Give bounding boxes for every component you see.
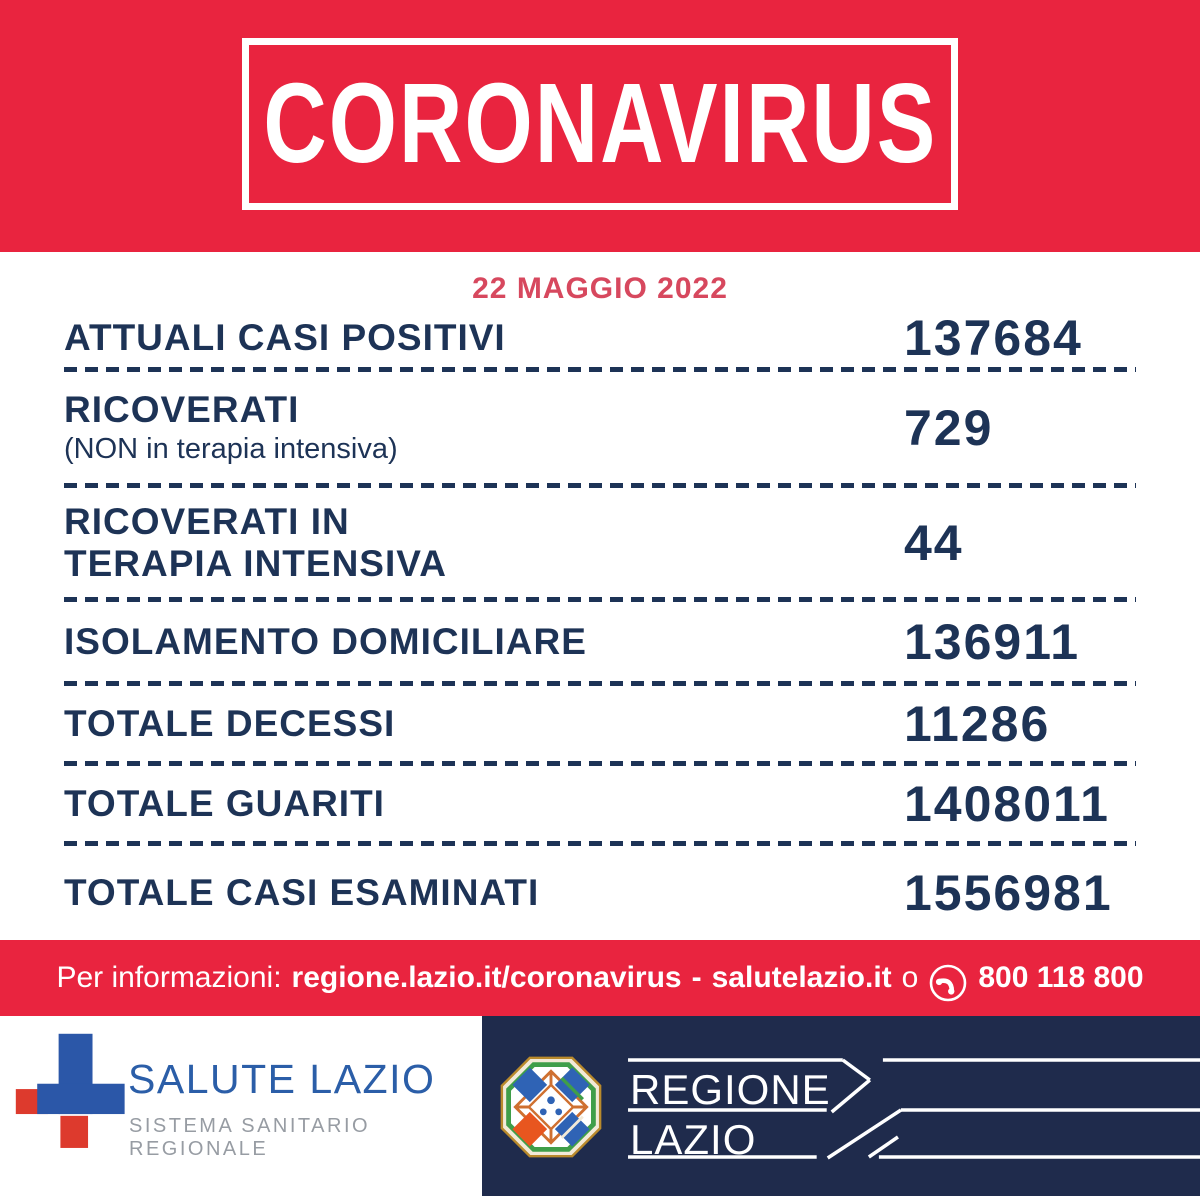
- stat-row-totale-guariti: TOTALE GUARITI 1408011: [64, 766, 1136, 841]
- stat-value: 136911: [904, 613, 1081, 670]
- stat-label: ISOLAMENTO DOMICILIARE: [64, 620, 587, 662]
- page-title: CORONAVIRUS: [263, 59, 937, 187]
- info-strip: Per informazioni: regione.lazio.it/coron…: [0, 940, 1200, 1016]
- stat-label: TOTALE CASI ESAMINATI: [64, 872, 540, 914]
- report-date: 22 MAGGIO 2022: [472, 272, 728, 305]
- stat-label-line2: TERAPIA INTENSIVA: [64, 542, 447, 584]
- stat-label: TOTALE DECESSI: [64, 702, 396, 744]
- salute-lazio-panel: SALUTE LAZIO SISTEMA SANITARIO REGIONALE: [0, 1016, 482, 1196]
- salute-lazio-crosses-icon: [15, 1033, 125, 1148]
- link-regione-lazio-coronavirus[interactable]: regione.lazio.it/coronavirus: [291, 961, 682, 994]
- stat-label: RICOVERATI: [64, 389, 300, 431]
- link-salutelazio[interactable]: salutelazio.it: [711, 961, 892, 994]
- stat-sublabel: (NON in terapia intensiva): [64, 432, 398, 465]
- dashed-divider: [64, 681, 1136, 686]
- header-banner: CORONAVIRUS: [0, 0, 1200, 252]
- info-prefix: Per informazioni:: [56, 961, 282, 994]
- salute-lazio-title: SALUTE LAZIO: [128, 1056, 436, 1102]
- date-row: 22 MAGGIO 2022: [0, 252, 1200, 308]
- stat-value: 729: [904, 399, 994, 456]
- stat-label: TOTALE GUARITI: [64, 782, 385, 824]
- dashed-divider: [64, 367, 1136, 372]
- dashed-divider: [64, 761, 1136, 766]
- link-separator: -: [691, 961, 702, 994]
- stats-table: ATTUALI CASI POSITIVI 137684 RICOVERATI …: [0, 308, 1200, 940]
- regione-lazio-lines-decoration: [628, 1058, 1200, 1160]
- regione-title-line2: LAZIO: [630, 1116, 757, 1163]
- stat-row-ricoverati: RICOVERATI (NON in terapia intensiva) 72…: [64, 372, 1136, 483]
- salute-lazio-subtitle: SISTEMA SANITARIO REGIONALE: [129, 1115, 371, 1160]
- info-conjunction: o: [901, 961, 919, 994]
- stat-row-totale-decessi: TOTALE DECESSI 11286: [64, 686, 1136, 761]
- stat-label: ATTUALI CASI POSITIVI: [64, 316, 506, 358]
- stat-label: RICOVERATI IN: [64, 501, 350, 543]
- stat-row-terapia-intensiva: RICOVERATI IN TERAPIA INTENSIVA 44: [64, 488, 1136, 597]
- stat-row-attuali-casi-positivi: ATTUALI CASI POSITIVI 137684: [64, 308, 1136, 367]
- stat-value: 44: [904, 514, 964, 571]
- stat-value: 1556981: [904, 865, 1113, 921]
- stat-value: 11286: [904, 695, 1051, 752]
- brand-row: SALUTE LAZIO SISTEMA SANITARIO REGIONALE: [0, 1016, 1200, 1196]
- phone-number[interactable]: 800 118 800: [978, 961, 1144, 994]
- stat-value: 137684: [904, 309, 1083, 366]
- regione-title-line1: REGIONE: [630, 1066, 831, 1113]
- stat-value: 1408011: [904, 775, 1110, 832]
- phone-icon: [930, 964, 967, 1001]
- stat-row-isolamento-domiciliare: ISOLAMENTO DOMICILIARE 136911: [64, 602, 1136, 681]
- lazio-coat-of-arms-icon: [500, 1056, 602, 1158]
- dashed-divider: [64, 483, 1136, 488]
- stat-row-totale-casi-esaminati: TOTALE CASI ESAMINATI 1556981: [64, 846, 1136, 940]
- title-border-box: CORONAVIRUS: [242, 38, 958, 210]
- dashed-divider: [64, 841, 1136, 846]
- dashed-divider: [64, 597, 1136, 602]
- regione-lazio-panel: REGIONE LAZIO: [482, 1016, 1200, 1196]
